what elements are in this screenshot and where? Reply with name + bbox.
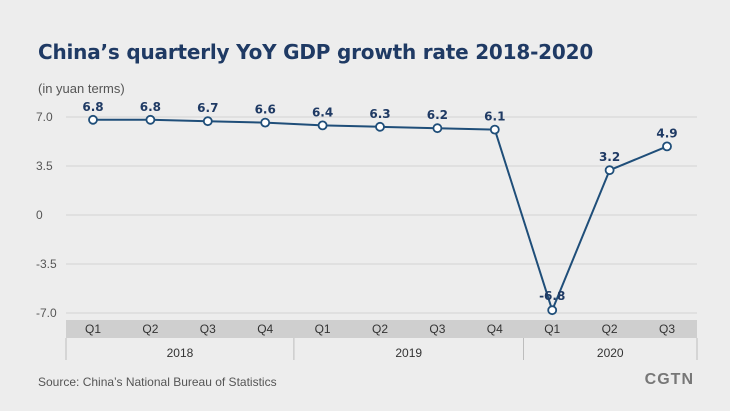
x-tick-label: Q1 [85, 322, 101, 336]
data-point [88, 114, 98, 125]
x-tick-label: Q3 [429, 322, 445, 336]
year-label: 2019 [395, 346, 422, 360]
year-label: 2018 [167, 346, 194, 360]
data-point [317, 120, 328, 131]
x-axis-band [66, 320, 697, 338]
year-label: 2020 [597, 346, 624, 360]
x-tick-label: Q2 [142, 322, 158, 336]
y-tick-label: 7.0 [36, 110, 53, 124]
data-label: 6.8 [82, 100, 103, 114]
data-label: 6.2 [427, 108, 448, 122]
brand-logo: CGTN [644, 371, 694, 388]
data-label: 6.4 [312, 105, 333, 119]
x-tick-label: Q4 [487, 322, 503, 336]
data-point [202, 116, 213, 127]
y-tick-label: -7.0 [36, 306, 57, 320]
y-tick-label: 3.5 [36, 159, 53, 173]
data-point [662, 141, 672, 152]
x-tick-label: Q3 [200, 322, 216, 336]
source-note: Source: China’s National Bureau of Stati… [38, 375, 277, 389]
chart-title: China’s quarterly YoY GDP growth rate 20… [38, 40, 594, 64]
data-point [489, 124, 500, 135]
data-point [604, 165, 615, 176]
x-tick-label: Q1 [544, 322, 560, 336]
data-point [375, 121, 385, 132]
data-label: -6.8 [539, 289, 565, 303]
y-tick-label: 0 [36, 208, 43, 222]
data-label: 6.3 [369, 107, 390, 121]
x-tick-label: Q3 [659, 322, 675, 336]
data-label: 6.7 [197, 101, 218, 115]
data-label: 6.6 [255, 103, 276, 117]
x-tick-label: Q4 [257, 322, 273, 336]
data-label: 3.2 [599, 150, 620, 164]
data-point [260, 117, 271, 128]
data-label: 4.9 [656, 126, 677, 140]
data-point [547, 305, 558, 316]
data-label: 6.1 [484, 110, 505, 124]
x-tick-label: Q2 [372, 322, 388, 336]
y-tick-label: -3.5 [36, 257, 57, 271]
unit-note: (in yuan terms) [38, 81, 125, 96]
data-label: 6.8 [140, 100, 161, 114]
data-point [432, 123, 443, 134]
x-tick-label: Q2 [602, 322, 618, 336]
x-tick-label: Q1 [315, 322, 331, 336]
data-point [145, 114, 156, 125]
